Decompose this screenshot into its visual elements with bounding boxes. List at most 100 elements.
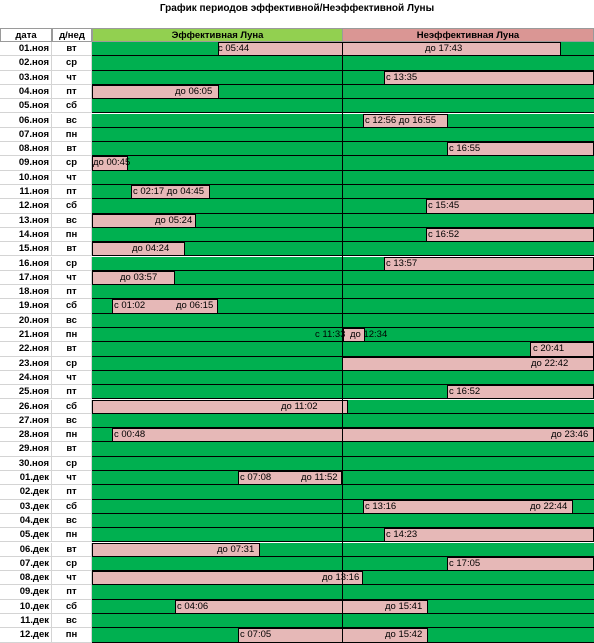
period-time-label: с 13:57 bbox=[386, 257, 418, 269]
effective-moon-bar bbox=[92, 156, 594, 171]
effective-moon-bar bbox=[92, 285, 594, 300]
ineffective-moon-period bbox=[343, 328, 365, 343]
period-time-label: с 13:16 bbox=[365, 500, 397, 512]
period-time-label: с 05:44 bbox=[218, 43, 250, 54]
period-time-label: до 03:57 bbox=[120, 271, 158, 283]
effective-moon-bar bbox=[92, 56, 594, 71]
period-time-label: до 06:15 bbox=[176, 300, 214, 312]
period-time-label: до 06:05 bbox=[175, 85, 213, 97]
effective-moon-bar bbox=[92, 513, 594, 529]
period-time-label: с 16:52 bbox=[428, 228, 460, 240]
row-weekday: сб bbox=[52, 499, 92, 514]
row-weekday: ср bbox=[52, 56, 92, 71]
row-date: 01.дек bbox=[0, 471, 52, 486]
effective-moon-bar bbox=[92, 614, 594, 629]
ineffective-moon-period bbox=[92, 542, 260, 557]
header-weekday: д/нед bbox=[52, 28, 92, 42]
effective-moon-bar bbox=[92, 313, 594, 328]
period-time-label: до 15:41 bbox=[385, 600, 423, 612]
period-time-label: до 12:34 bbox=[350, 329, 388, 340]
row-weekday: вс bbox=[52, 513, 92, 529]
period-time-label: до 22:44 bbox=[530, 500, 568, 512]
header-ineffective-moon: Неэффективная Луна bbox=[342, 28, 594, 42]
header-date: дата bbox=[0, 28, 52, 42]
row-weekday: пт bbox=[52, 285, 92, 300]
row-date: 07.дек bbox=[0, 556, 52, 572]
ineffective-moon-period bbox=[175, 599, 428, 614]
ineffective-moon-period bbox=[92, 156, 128, 171]
row-date: 13.ноя bbox=[0, 213, 52, 228]
effective-moon-bar bbox=[92, 585, 594, 600]
period-time-label: с 20:41 bbox=[533, 343, 565, 355]
row-weekday: вт bbox=[52, 342, 92, 357]
row-date: 22.ноя bbox=[0, 342, 52, 357]
effective-moon-bar bbox=[92, 471, 594, 486]
row-date: 30.ноя bbox=[0, 456, 52, 471]
row-date: 07.ноя bbox=[0, 127, 52, 143]
ineffective-moon-period bbox=[363, 113, 448, 128]
row-date: 10.дек bbox=[0, 599, 52, 614]
row-date: 03.ноя bbox=[0, 70, 52, 85]
row-date: 18.ноя bbox=[0, 285, 52, 300]
row-date: 06.ноя bbox=[0, 113, 52, 128]
row-weekday: чт bbox=[52, 370, 92, 386]
effective-moon-bar bbox=[92, 99, 594, 114]
row-date: 27.ноя bbox=[0, 413, 52, 429]
row-weekday: ср bbox=[52, 156, 92, 171]
period-time-label: с 11:33 bbox=[315, 329, 346, 340]
period-time-label: с 07:08 bbox=[240, 472, 272, 483]
row-date: 05.ноя bbox=[0, 99, 52, 114]
effective-moon-bar bbox=[92, 413, 594, 429]
effective-moon-bar bbox=[92, 127, 594, 143]
period-time-label: с 00:48 bbox=[114, 429, 146, 441]
row-date: 05.дек bbox=[0, 528, 52, 543]
row-weekday: сб bbox=[52, 99, 92, 114]
ineffective-moon-period bbox=[218, 42, 561, 57]
row-weekday: чт bbox=[52, 170, 92, 185]
period-time-label: до 17:43 bbox=[425, 43, 463, 54]
period-time-label: до 04:24 bbox=[132, 243, 170, 255]
row-weekday: пт bbox=[52, 84, 92, 100]
row-weekday: сб bbox=[52, 399, 92, 414]
row-weekday: пт bbox=[52, 185, 92, 200]
period-time-label: до 22:42 bbox=[531, 357, 569, 369]
row-weekday: вт bbox=[52, 142, 92, 157]
ineffective-moon-period bbox=[92, 213, 196, 228]
row-date: 09.ноя bbox=[0, 156, 52, 171]
row-weekday: вт bbox=[52, 442, 92, 457]
period-time-label: до 11:52 bbox=[301, 472, 338, 483]
period-time-label: до 05:24 bbox=[155, 214, 193, 226]
row-date: 11.ноя bbox=[0, 185, 52, 200]
row-date: 15.ноя bbox=[0, 242, 52, 257]
period-time-label: до 11:02 bbox=[281, 400, 318, 412]
effective-moon-bar bbox=[92, 242, 594, 257]
period-time-label: с 02:17 до 04:45 bbox=[133, 186, 205, 197]
row-weekday: пн bbox=[52, 628, 92, 643]
row-weekday: ср bbox=[52, 256, 92, 271]
period-time-label: с 04:06 bbox=[177, 600, 209, 612]
row-weekday: вс bbox=[52, 213, 92, 228]
row-date: 16.ноя bbox=[0, 256, 52, 271]
row-date: 11.дек bbox=[0, 614, 52, 629]
row-date: 04.ноя bbox=[0, 84, 52, 100]
period-time-label: до 15:42 bbox=[385, 629, 423, 641]
row-date: 08.ноя bbox=[0, 142, 52, 157]
effective-moon-bar bbox=[92, 442, 594, 457]
row-date: 04.дек bbox=[0, 513, 52, 529]
row-weekday: сб bbox=[52, 299, 92, 314]
ineffective-moon-period bbox=[112, 299, 218, 314]
row-weekday: сб bbox=[52, 199, 92, 214]
row-date: 01.ноя bbox=[0, 42, 52, 57]
ineffective-moon-period bbox=[238, 471, 342, 486]
row-date: 23.ноя bbox=[0, 356, 52, 371]
period-time-label: с 15:45 bbox=[428, 200, 460, 212]
effective-moon-bar bbox=[92, 342, 594, 357]
row-date: 25.ноя bbox=[0, 385, 52, 400]
row-date: 10.ноя bbox=[0, 170, 52, 185]
period-time-label: с 16:52 bbox=[449, 386, 481, 398]
row-date: 29.ноя bbox=[0, 442, 52, 457]
row-weekday: пт bbox=[52, 485, 92, 500]
row-weekday: ср bbox=[52, 456, 92, 471]
row-date: 17.ноя bbox=[0, 270, 52, 286]
ineffective-moon-period bbox=[112, 428, 594, 443]
